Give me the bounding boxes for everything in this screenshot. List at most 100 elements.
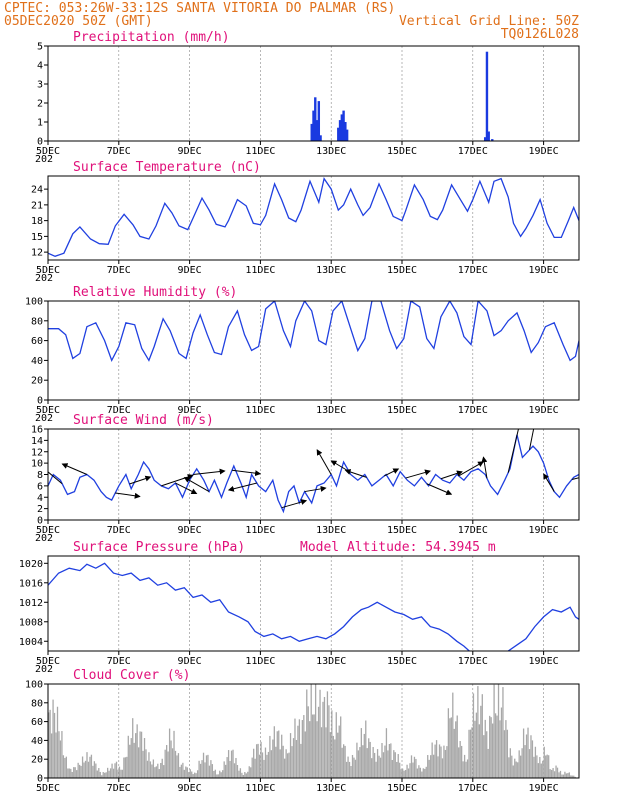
x-tick-label: 17DEC: [458, 405, 488, 416]
cloud-bar: [332, 735, 334, 778]
year-label: 202: [35, 664, 53, 675]
cloud-bar: [183, 769, 185, 778]
cloud-bar: [257, 743, 259, 778]
cloud-bar: [509, 748, 511, 778]
y-tick-label: 40: [31, 356, 43, 367]
cloud-bar: [512, 765, 514, 778]
cloud-bar: [435, 740, 438, 778]
cloud-bar: [188, 772, 190, 778]
cloud-bar: [475, 712, 478, 778]
cloud-bar: [543, 746, 545, 778]
cloud-bar: [109, 768, 112, 778]
y-tick-label: 3: [37, 80, 43, 91]
y-tick-label: 12: [31, 447, 43, 458]
cloud-bar: [474, 720, 476, 778]
x-tick-label: 15DEC: [387, 146, 417, 157]
cloud-bar: [540, 763, 542, 778]
cloud-bar: [326, 691, 329, 778]
cloud-bar: [494, 713, 497, 778]
cloud-bar: [140, 731, 143, 778]
cloud-bar: [133, 742, 135, 778]
cloud-bar: [292, 738, 295, 778]
x-tick-label: 9DEC: [178, 146, 202, 157]
y-tick-label: 1012: [19, 598, 43, 609]
y-tick-label: 5: [37, 42, 43, 53]
cloud-bar: [286, 753, 289, 778]
cloud-bar: [422, 768, 424, 778]
cloud-bar: [77, 762, 79, 778]
cloud-bar: [157, 763, 159, 778]
cloud-bar: [210, 760, 212, 778]
precip-bar: [483, 137, 487, 141]
humidity-line: [48, 301, 579, 363]
cloud-bar: [438, 744, 441, 778]
cloud-bar: [49, 709, 51, 778]
cloud-bar: [167, 751, 169, 778]
x-tick-label: 19DEC: [529, 525, 559, 536]
cloud-bar: [481, 694, 483, 778]
y-tick-label: 20: [31, 376, 43, 387]
x-tick-label: 13DEC: [316, 783, 346, 794]
x-tick-label: 17DEC: [458, 146, 488, 157]
cloud-bar: [550, 769, 553, 778]
cloud-bar: [466, 759, 469, 778]
cloud-bar: [279, 749, 281, 778]
cloud-bar: [517, 762, 519, 778]
cloud-bar: [267, 751, 270, 778]
cloud-bar: [309, 721, 311, 778]
cloud-bar: [65, 756, 67, 778]
y-tick-label: 1016: [19, 578, 43, 589]
y-tick-label: 0: [37, 137, 43, 148]
cloud-bar: [372, 747, 374, 778]
cloud-bar: [76, 770, 78, 778]
x-tick-label: 7DEC: [107, 525, 131, 536]
precip-bar: [491, 139, 494, 141]
cloud-bar: [282, 745, 284, 778]
pressure-frame: [47, 555, 580, 652]
cloud-bar: [245, 773, 247, 778]
cloud-bar: [284, 758, 286, 778]
cloud-bar: [493, 684, 495, 778]
wind-vector: [384, 468, 400, 477]
x-tick-label: 9DEC: [178, 265, 202, 276]
cloud-bar: [258, 754, 261, 778]
wind-vector: [426, 483, 453, 496]
cloud-bar: [511, 755, 513, 778]
cloud-bar: [316, 721, 318, 778]
cloud-bar: [278, 730, 280, 778]
precipitation-title: Precipitation (mm/h): [73, 30, 230, 45]
panel-cloud-cover: 0 20 40 60 80 100 5DEC 7DEC 9DEC 11DEC 13DEC 15DEC 1…: [25, 668, 580, 794]
cloud-bar: [155, 766, 157, 778]
cloud-bar: [214, 769, 216, 778]
cloud-bar: [117, 769, 119, 778]
precip-bar: [317, 101, 321, 141]
cloud-bar: [233, 763, 236, 778]
x-tick-label: 5DEC: [36, 783, 60, 794]
cloud-bar: [80, 765, 82, 778]
cloud-cover-title: Cloud Cover (%): [73, 668, 190, 683]
cloud-bar: [229, 760, 231, 778]
cloud-bar: [489, 715, 491, 778]
cloud-bar: [542, 760, 544, 778]
cloud-bar: [469, 729, 472, 778]
cloud-bar: [226, 757, 228, 778]
y-tick-label: 21: [31, 200, 43, 211]
cloud-bar: [441, 758, 444, 778]
y-tick-label: 8: [37, 470, 43, 481]
cloud-bar: [357, 750, 360, 778]
cloud-bar: [522, 728, 525, 778]
wind-vector: [281, 499, 308, 509]
panel-pressure: 1004 1008 1012 1016 1020 5DEC 7DEC 9DEC 11DEC 13D…: [19, 540, 580, 675]
cloud-bar: [325, 727, 327, 778]
cloud-bar: [222, 770, 224, 778]
cloud-bar: [363, 733, 365, 778]
wind-vector: [316, 449, 332, 475]
cloud-bar: [428, 759, 430, 778]
x-tick-label: 11DEC: [245, 525, 275, 536]
cloud-bar: [291, 746, 293, 778]
y-tick-label: 60: [31, 717, 43, 728]
precip-bar: [345, 129, 349, 141]
panel-temperature: 12 15 18 21 24 5DEC 7DEC 9DEC 11DEC 13DEC 15DEC 17D…: [31, 160, 580, 284]
cloud-bar: [294, 718, 296, 778]
x-tick-label: 11DEC: [245, 405, 275, 416]
